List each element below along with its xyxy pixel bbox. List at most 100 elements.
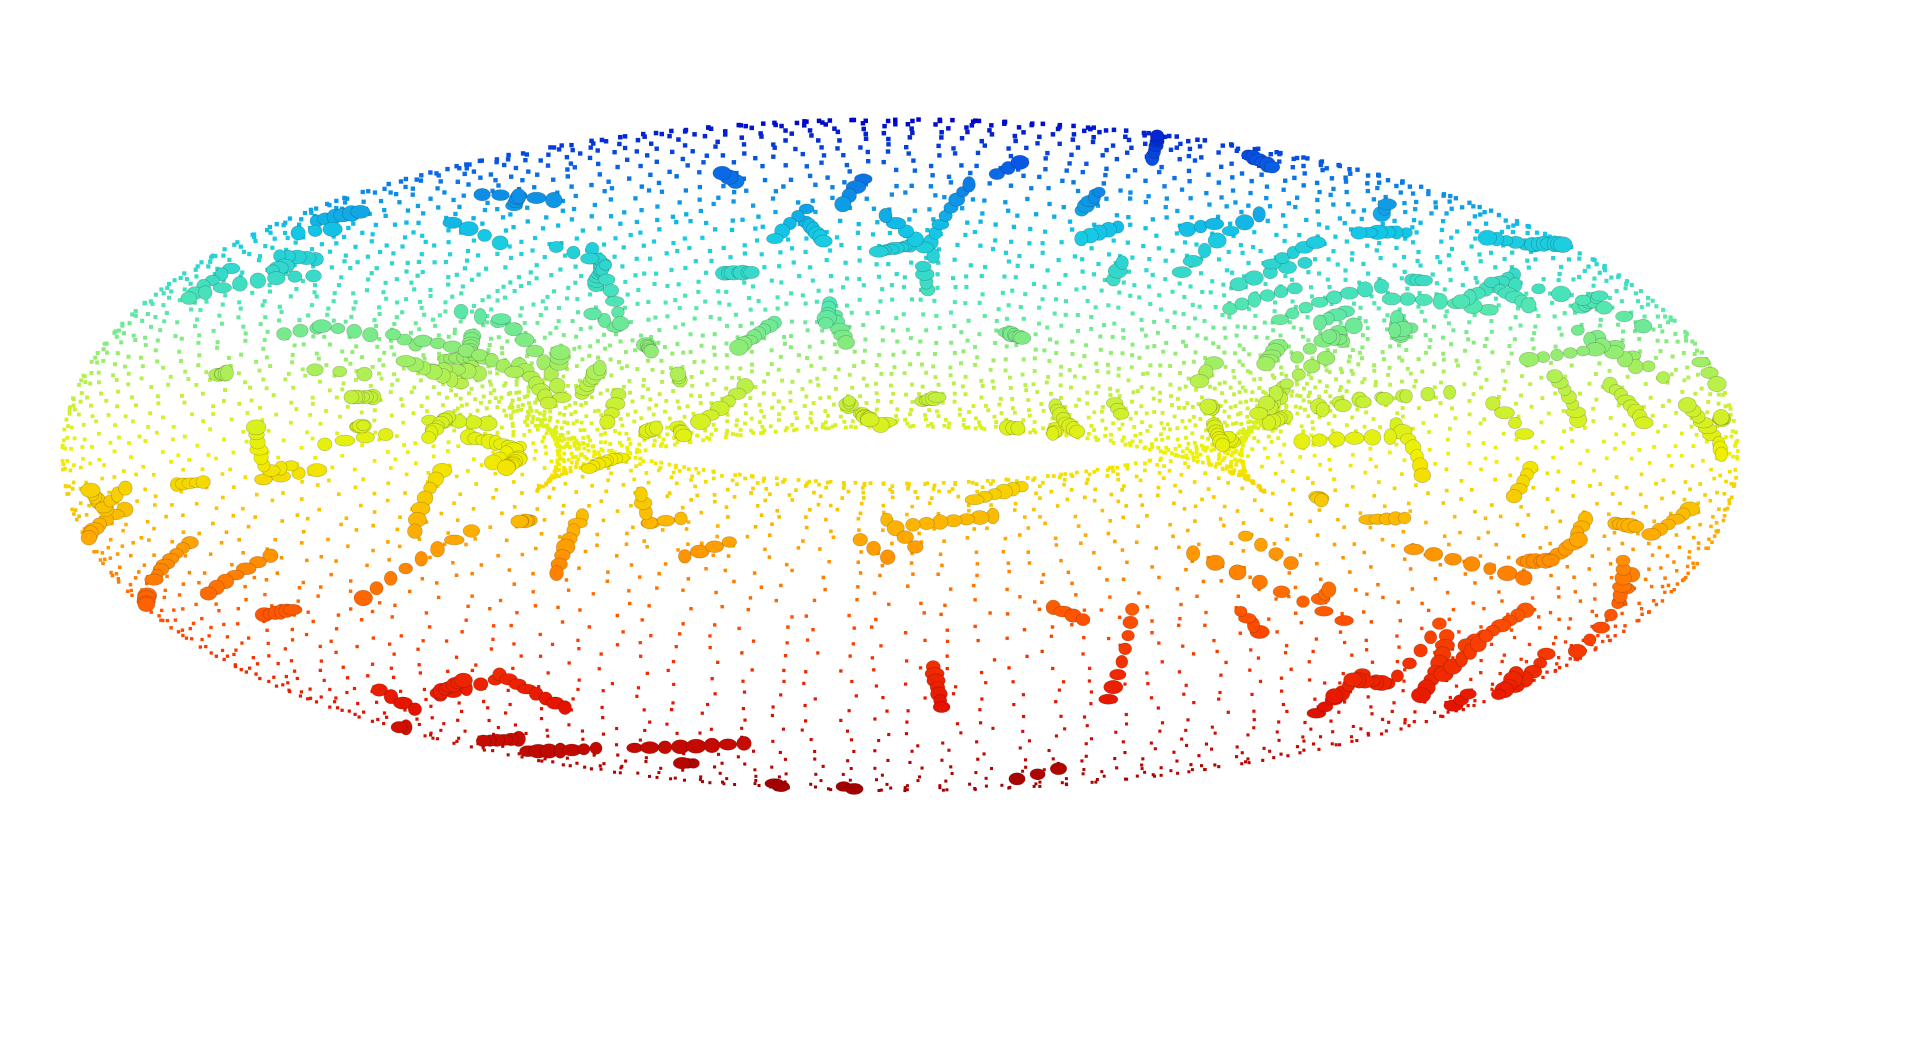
surface-point xyxy=(1281,702,1285,707)
surface-point xyxy=(1494,296,1499,301)
surface-point xyxy=(134,472,138,477)
surface-point xyxy=(1157,398,1162,403)
surface-point xyxy=(796,368,801,373)
surface-point xyxy=(452,409,457,413)
surface-point xyxy=(1130,439,1135,444)
surface-point xyxy=(340,387,345,392)
surface-point xyxy=(1247,352,1252,357)
surface-point xyxy=(1270,320,1275,325)
surface-point xyxy=(1216,457,1221,462)
surface-point xyxy=(1152,410,1156,414)
surface-point xyxy=(1216,257,1222,262)
surface-point xyxy=(1443,314,1448,319)
surface-point xyxy=(908,362,913,367)
surface-point xyxy=(1275,730,1279,734)
surface-point xyxy=(1237,359,1242,364)
surface-point xyxy=(1506,224,1511,230)
surface-point xyxy=(1306,414,1311,418)
surface-point xyxy=(1118,188,1123,193)
surface-point xyxy=(564,155,570,160)
surface-point xyxy=(698,778,702,782)
surface-point xyxy=(143,439,148,443)
surface-point xyxy=(181,582,186,586)
surface-point xyxy=(228,363,233,368)
surface-point xyxy=(540,226,546,231)
surface-point xyxy=(1479,385,1483,390)
surface-point xyxy=(733,473,738,477)
surface-point xyxy=(1044,380,1049,385)
surface-point xyxy=(620,264,625,269)
surface-point xyxy=(244,439,249,444)
surface-point xyxy=(1117,427,1122,431)
surface-point xyxy=(1051,757,1055,761)
surface-point xyxy=(1355,407,1360,412)
surface-point xyxy=(1150,217,1155,222)
surface-point xyxy=(1569,427,1573,431)
surface-point xyxy=(634,149,639,154)
surface-point xyxy=(793,411,798,415)
surface-point xyxy=(1557,595,1561,599)
surface-point xyxy=(857,277,862,282)
surface-point xyxy=(654,403,659,408)
surface-point xyxy=(1613,624,1618,628)
surface-point xyxy=(725,419,729,424)
surface-point xyxy=(697,184,702,190)
surface-point xyxy=(1704,439,1709,444)
surface-point xyxy=(1222,326,1227,331)
surface-point xyxy=(526,385,531,390)
surface-point xyxy=(374,266,379,271)
surface-point xyxy=(535,320,540,325)
surface-point xyxy=(856,222,861,227)
surface-point xyxy=(457,701,461,705)
surface-point xyxy=(195,443,200,448)
surface-point xyxy=(795,416,799,421)
surface-point xyxy=(281,683,285,687)
surface-point xyxy=(148,411,152,416)
surface-point xyxy=(562,451,566,456)
surface-point xyxy=(776,367,781,372)
surface-point xyxy=(1407,184,1413,189)
surface-point xyxy=(452,428,456,433)
surface-point xyxy=(910,382,914,387)
surface-point xyxy=(1365,188,1370,194)
surface-point xyxy=(1397,307,1402,312)
surface-point xyxy=(1703,493,1707,497)
surface-point xyxy=(511,433,516,438)
surface-point xyxy=(1721,518,1726,523)
surface-point xyxy=(942,423,947,428)
surface-point xyxy=(885,149,891,154)
surface-point xyxy=(1382,318,1387,323)
surface-point xyxy=(1439,227,1445,233)
surface-point xyxy=(85,395,89,400)
surface-point xyxy=(78,486,83,491)
surface-point xyxy=(926,423,930,428)
surface-point xyxy=(1338,320,1343,325)
surface-point xyxy=(1687,555,1691,560)
surface-point xyxy=(833,423,838,427)
surface-point xyxy=(1427,608,1431,613)
surface-point xyxy=(1252,326,1257,330)
surface-point xyxy=(1590,624,1594,629)
surface-point xyxy=(430,716,434,720)
surface-point xyxy=(520,491,524,495)
surface-point xyxy=(1616,322,1621,327)
surface-point xyxy=(1577,251,1582,256)
surface-point xyxy=(1332,414,1337,418)
surface-point xyxy=(574,447,579,451)
surface-point xyxy=(583,765,587,769)
surface-point xyxy=(570,319,575,324)
surface-point xyxy=(622,305,627,310)
surface-point xyxy=(783,128,788,133)
surface-point xyxy=(519,239,524,244)
surface-point xyxy=(1143,461,1147,466)
surface-point xyxy=(1304,217,1309,223)
surface-point xyxy=(563,481,568,486)
surface-point xyxy=(1200,289,1205,294)
surface-point xyxy=(246,524,251,529)
surface-point xyxy=(327,342,332,347)
surface-point xyxy=(927,207,932,212)
surface-point xyxy=(1107,252,1112,257)
surface-point xyxy=(482,207,488,213)
surface-point xyxy=(502,383,507,388)
